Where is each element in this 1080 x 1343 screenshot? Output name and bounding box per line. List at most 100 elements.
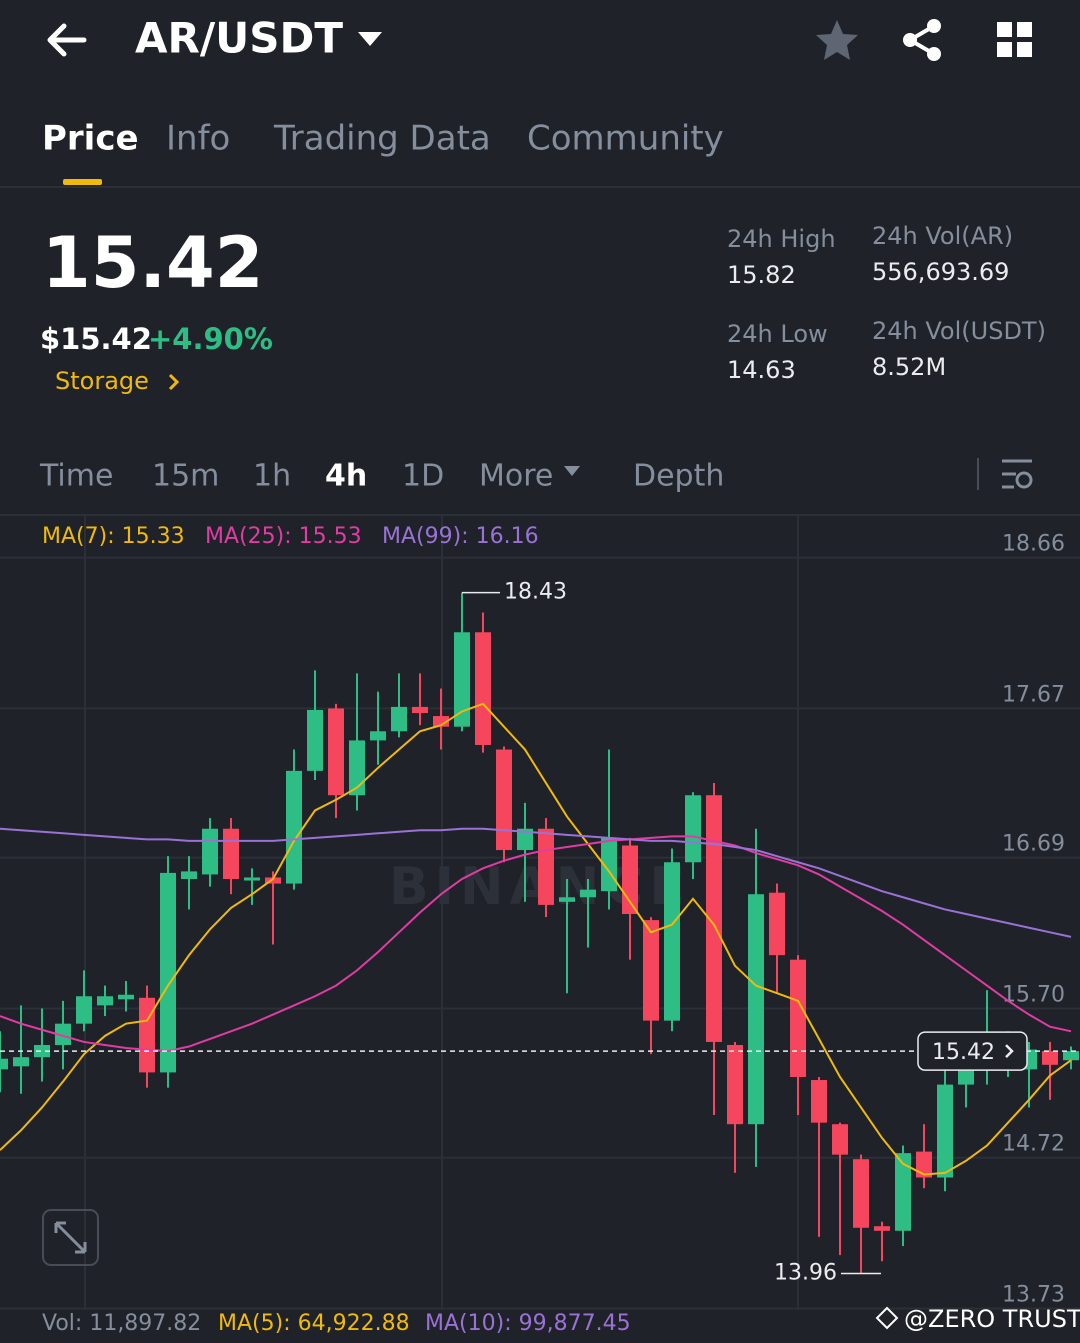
candle-body <box>76 996 92 1024</box>
candle-body <box>1042 1051 1058 1065</box>
last-price: 15.42 <box>42 222 263 304</box>
tab[interactable]: Price <box>42 119 139 159</box>
candle-body <box>622 845 638 915</box>
candle-body <box>748 894 764 1125</box>
extreme-label: 18.43 <box>504 580 567 605</box>
chart-settings-icon[interactable] <box>1002 459 1033 489</box>
pair-caret[interactable] <box>358 32 382 46</box>
interval[interactable]: 1D <box>402 459 444 494</box>
last-price-label[interactable]: 15.42 <box>932 1040 995 1065</box>
interval[interactable]: More <box>479 459 553 494</box>
candle-body <box>370 731 386 741</box>
stats: 24h High 15.82 24h Vol(AR) 556,693.69 24h Lo… <box>727 222 1046 384</box>
fiat-price: $15.42 <box>40 322 152 356</box>
favorite-icon[interactable] <box>816 20 858 60</box>
candle-body <box>895 1153 911 1231</box>
stat-label: 24h Vol(USDT) <box>872 317 1046 345</box>
stat-label: 24h Vol(AR) <box>872 222 1013 250</box>
candle-body <box>412 706 428 713</box>
candle-body <box>916 1151 932 1178</box>
ma-line <box>0 827 1072 938</box>
chart: 18.6617.6716.6915.7014.7213.73BINANCEMA(… <box>0 515 1080 1310</box>
interval[interactable]: Depth <box>633 459 724 494</box>
interval[interactable]: 4h <box>325 459 367 494</box>
stat-value: 8.52M <box>872 353 946 381</box>
candle-body <box>853 1159 869 1228</box>
candle-body <box>265 877 281 884</box>
credit: @ZERO TRUST <box>904 1305 1080 1333</box>
interval[interactable]: Time <box>39 459 113 494</box>
candle-body <box>433 716 449 727</box>
candle-body <box>811 1080 827 1123</box>
candle-body <box>55 1023 71 1045</box>
candle-body <box>13 1057 29 1067</box>
candle-body <box>454 632 470 727</box>
candle-body <box>475 632 491 745</box>
ma-line <box>0 835 1072 1053</box>
candle-body <box>97 996 113 1006</box>
candle-body <box>517 828 533 851</box>
candle-body <box>160 872 176 1073</box>
candle-body <box>496 749 512 851</box>
back-button[interactable] <box>47 23 87 57</box>
tab-indicator <box>63 179 102 185</box>
grid-icon[interactable] <box>997 22 1032 57</box>
tab[interactable]: Trading Data <box>273 119 491 159</box>
ma-legend: MA(25): 15.53 <box>205 524 362 549</box>
candle-body <box>202 828 218 875</box>
candle-body <box>286 770 302 884</box>
candle-body <box>328 708 344 796</box>
candle-body <box>559 897 575 902</box>
volume-legend: Vol: 11,897.82 MA(5): 64,922.88 MA(10): 99… <box>42 1311 631 1336</box>
tab[interactable]: Community <box>527 119 724 159</box>
candle-body <box>391 706 407 732</box>
stat-value: 556,693.69 <box>872 258 1009 286</box>
candle-body <box>664 862 680 1021</box>
candle-body <box>223 828 239 879</box>
candle-body <box>643 920 659 1021</box>
ma-legend: MA(7): 15.33 <box>42 524 185 549</box>
y-tick-label: 18.66 <box>1002 532 1065 557</box>
stat-value: 15.82 <box>727 261 796 289</box>
last-price-box[interactable] <box>917 1031 1028 1071</box>
zoom-button[interactable] <box>42 1209 99 1266</box>
credit-logo <box>875 1306 899 1330</box>
candle-body <box>769 892 785 956</box>
candle-body <box>580 889 596 898</box>
candle-body <box>34 1045 50 1058</box>
candle-body <box>832 1124 848 1155</box>
y-tick-label: 16.69 <box>1002 832 1065 857</box>
pair-title[interactable]: AR/USDT <box>135 14 343 63</box>
ma-line <box>0 702 1072 1176</box>
y-tick-label: 14.72 <box>1002 1132 1065 1157</box>
category-tag[interactable]: Storage <box>55 367 149 395</box>
last-price-chevron[interactable] <box>1005 1044 1014 1058</box>
candle-body <box>244 877 260 881</box>
more-caret[interactable] <box>564 466 580 476</box>
interval[interactable]: 15m <box>152 459 219 494</box>
intervals: Time 15m 1h 4h 1D More Depth <box>39 459 724 494</box>
volume-label: Vol: 11,897.82 <box>42 1311 201 1336</box>
ma-legend: MA(99): 16.16 <box>382 524 539 549</box>
candle-body <box>307 709 323 771</box>
candle-body <box>685 795 701 863</box>
y-tick-label: 17.67 <box>1002 682 1065 707</box>
candle-body <box>349 740 365 796</box>
stat-label: 24h Low <box>727 320 828 348</box>
candle-body <box>1063 1051 1079 1061</box>
candle-body <box>937 1084 953 1178</box>
candle-body <box>0 1058 8 1070</box>
interval[interactable]: 1h <box>253 459 291 494</box>
tab[interactable]: Info <box>166 119 230 159</box>
share-icon[interactable] <box>903 19 941 61</box>
stat-label: 24h High <box>727 225 836 253</box>
tabs: Price Info Trading Data Community <box>42 119 724 159</box>
candle-body <box>118 994 134 1000</box>
volume-label: MA(10): 99,877.45 <box>425 1311 631 1336</box>
candle-body <box>727 1045 743 1125</box>
tag-chevron[interactable] <box>168 373 180 391</box>
candle-body <box>958 1069 974 1085</box>
